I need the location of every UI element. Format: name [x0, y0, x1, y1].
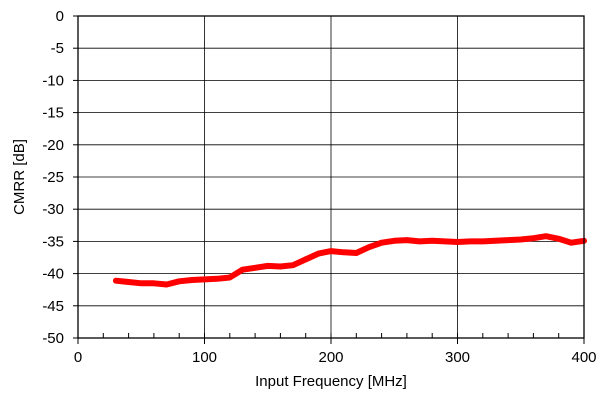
x-tick-label: 300: [445, 349, 470, 366]
y-tick-label: -20: [42, 137, 64, 154]
series-layer: [112, 233, 587, 288]
y-tick-label: -45: [42, 298, 64, 315]
x-tick-label: 0: [74, 349, 82, 366]
y-tick-label: -10: [42, 72, 64, 89]
x-tick-label: 200: [318, 349, 343, 366]
y-tick-label: -30: [42, 201, 64, 218]
y-tick-label: -35: [42, 233, 64, 250]
axis-ticks: [73, 15, 585, 344]
x-axis-label: Input Frequency [MHz]: [255, 373, 407, 390]
y-tick-label: -50: [42, 330, 64, 347]
tick-labels: 0 -5 -10 -15 -20 -25 -30 -35 -40 -45 -50 0 100 200 300…: [42, 8, 596, 366]
cmrr-series-line: [112, 233, 587, 288]
y-tick-label: -40: [42, 266, 64, 283]
gridlines: [78, 16, 584, 338]
y-tick-label: -15: [42, 105, 64, 122]
x-tick-label: 100: [192, 349, 217, 366]
y-axis-label: CMRR [dB]: [11, 139, 28, 215]
x-tick-label: 400: [571, 349, 596, 366]
y-tick-label: 0: [56, 8, 64, 25]
y-tick-label: -25: [42, 169, 64, 186]
y-tick-label: -5: [51, 40, 64, 57]
